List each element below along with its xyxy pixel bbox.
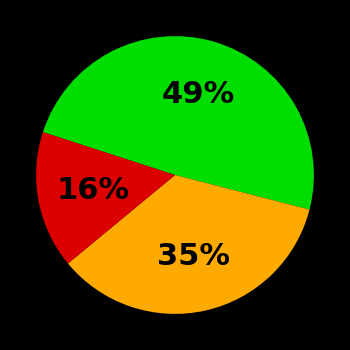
Text: 35%: 35% bbox=[157, 242, 230, 271]
Wedge shape bbox=[43, 36, 314, 210]
Wedge shape bbox=[36, 132, 175, 264]
Wedge shape bbox=[68, 175, 309, 314]
Text: 49%: 49% bbox=[162, 80, 235, 110]
Text: 16%: 16% bbox=[57, 176, 130, 205]
